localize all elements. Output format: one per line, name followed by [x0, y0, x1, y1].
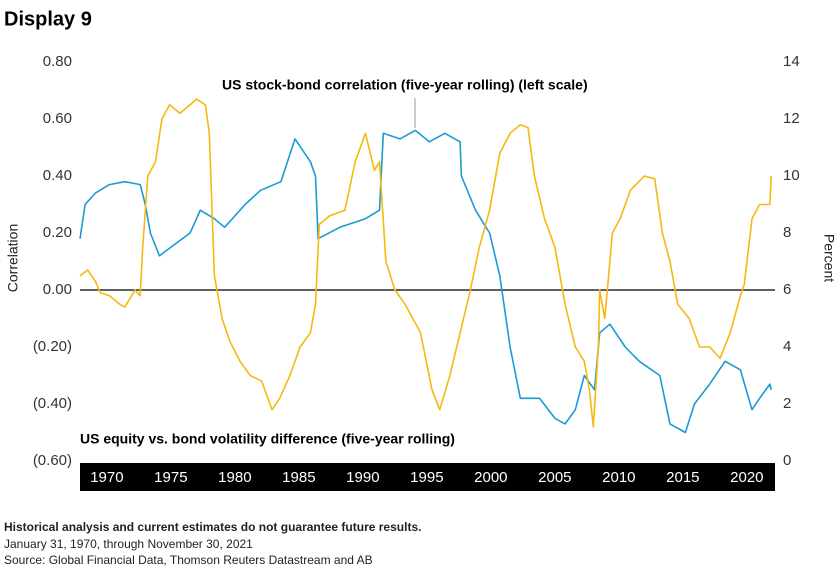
y-tick-label: 0.40	[43, 167, 72, 184]
series-label: US stock-bond correlation (five-year rol…	[222, 77, 588, 93]
x-tick-label: 1990	[346, 469, 379, 486]
x-tick-label: 2005	[538, 469, 571, 486]
series-line	[79, 129, 772, 434]
x-tick-label: 2020	[730, 469, 763, 486]
x-tick-label: 1985	[282, 469, 315, 486]
y-tick-label: (0.60)	[33, 452, 72, 469]
y-tick-label: 0.80	[43, 53, 72, 70]
x-tick-label: 2000	[474, 469, 507, 486]
x-tick-label: 1975	[154, 469, 187, 486]
y-axis-label: Correlation	[5, 224, 21, 292]
x-tick-label: 2010	[602, 469, 635, 486]
y-tick-label: 0.00	[43, 281, 72, 298]
y2-tick-label: 0	[783, 452, 791, 469]
y2-tick-label: 4	[783, 338, 791, 355]
x-tick-label: 1995	[410, 469, 443, 486]
y2-tick-label: 2	[783, 395, 791, 412]
footnote: Historical analysis and current estimate…	[4, 520, 421, 534]
series-line	[79, 98, 772, 428]
y2-tick-label: 12	[783, 110, 800, 127]
y-tick-label: 0.60	[43, 110, 72, 127]
series-label: US equity vs. bond volatility difference…	[80, 431, 455, 447]
y2-tick-label: 6	[783, 281, 791, 298]
y2-tick-label: 8	[783, 224, 791, 241]
x-tick-label: 1980	[218, 469, 251, 486]
y-tick-label: (0.20)	[33, 338, 72, 355]
x-axis-band	[80, 463, 775, 491]
y-tick-label: (0.40)	[33, 395, 72, 412]
x-tick-label: 2015	[666, 469, 699, 486]
footnote: Source: Global Financial Data, Thomson R…	[4, 553, 373, 567]
y2-tick-label: 14	[783, 53, 800, 70]
x-tick-label: 1970	[90, 469, 123, 486]
y-tick-label: 0.20	[43, 224, 72, 241]
y2-tick-label: 10	[783, 167, 800, 184]
footnote: January 31, 1970, through November 30, 2…	[4, 537, 253, 551]
chart-title: Display 9	[4, 8, 92, 30]
y2-axis-label: Percent	[821, 234, 837, 282]
